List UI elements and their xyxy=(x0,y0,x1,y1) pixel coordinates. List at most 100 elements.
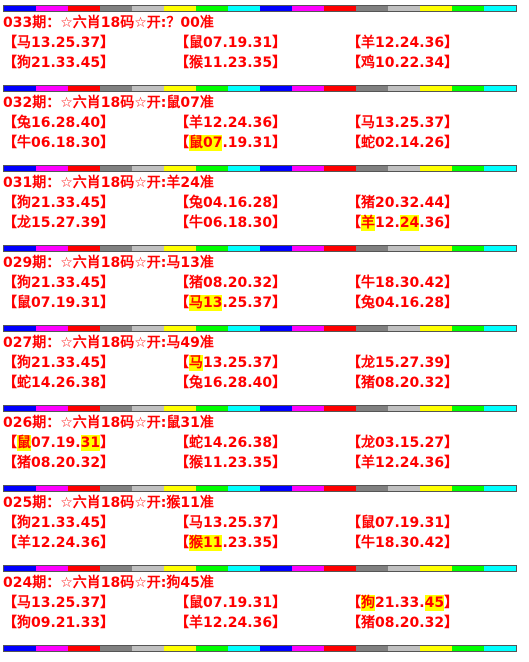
stripe-segment xyxy=(324,406,356,411)
stripe-segment xyxy=(292,566,324,571)
stripe-segment xyxy=(356,486,388,491)
zodiac-entry: 【狗21.33.45】 xyxy=(3,275,115,291)
stripe-segment xyxy=(452,486,484,491)
zodiac-row: 【鼠07.19.31】 【马13.25.37】 【兔04.16.28】 xyxy=(3,293,523,313)
zodiac-entry: 【鼠07.19.31】 xyxy=(175,135,287,151)
stripe-segment xyxy=(132,566,164,571)
stripe-segment xyxy=(484,246,516,251)
stripe-segment xyxy=(356,646,388,651)
stripe-segment xyxy=(4,566,36,571)
period-title: 029期：☆六肖18码☆开:马13准 xyxy=(3,255,214,271)
zodiac-entry: 【马13.25.37】 xyxy=(3,35,115,51)
stripe-segment xyxy=(100,6,132,11)
stripe-segment xyxy=(100,86,132,91)
period-title: 025期：☆六肖18码☆开:猴11准 xyxy=(3,495,214,511)
zodiac-entry: 【狗21.33.45】 xyxy=(3,515,115,531)
period-block: 024期：☆六肖18码☆开:狗45准 【马13.25.37】 【鼠07.19.31】… xyxy=(3,573,523,633)
stripe-segment xyxy=(4,326,36,331)
stripe-segment xyxy=(196,486,228,491)
stripe-segment xyxy=(132,406,164,411)
zodiac-entry: 【狗09.21.33】 xyxy=(3,615,115,631)
stripe-segment xyxy=(388,246,420,251)
stripe-segment xyxy=(484,6,516,11)
zodiac-entry: 【马13.25.37】 xyxy=(3,595,115,611)
stripe-segment xyxy=(132,326,164,331)
stripe-segment xyxy=(356,6,388,11)
zodiac-entry: 【猪08.20.32】 xyxy=(347,375,459,391)
period-title: 031期：☆六肖18码☆开:羊24准 xyxy=(3,175,214,191)
stripe-segment xyxy=(260,86,292,91)
zodiac-entry: 【马13.25.37】 xyxy=(175,355,287,371)
stripe-segment xyxy=(388,566,420,571)
zodiac-entry: 【狗21.33.45】 xyxy=(3,195,115,211)
zodiac-row: 【猪08.20.32】 【猴11.23.35】 【羊12.24.36】 xyxy=(3,453,523,473)
stripe-segment xyxy=(388,6,420,11)
zodiac-entry: 【牛06.18.30】 xyxy=(3,135,115,151)
stripe-segment xyxy=(196,326,228,331)
stripe-segment xyxy=(132,86,164,91)
stripe-segment xyxy=(132,6,164,11)
stripe-segment xyxy=(100,646,132,651)
stripe-segment xyxy=(420,646,452,651)
zodiac-entry: 【猴11.23.35】 xyxy=(175,455,287,471)
stripe-segment xyxy=(260,246,292,251)
stripe-segment xyxy=(100,326,132,331)
stripe-segment xyxy=(4,646,36,651)
stripe-segment xyxy=(196,406,228,411)
period-block: 032期：☆六肖18码☆开:鼠07准 【兔16.28.40】 【羊12.24.36】… xyxy=(3,93,523,153)
stripe-segment xyxy=(164,166,196,171)
stripe-segment xyxy=(292,486,324,491)
stripe-segment xyxy=(420,406,452,411)
stripe-segment xyxy=(164,86,196,91)
stripe-segment xyxy=(420,166,452,171)
stripe-segment xyxy=(132,166,164,171)
zodiac-row: 【牛06.18.30】 【鼠07.19.31】 【蛇02.14.26】 xyxy=(3,133,523,153)
stripe-segment xyxy=(36,166,68,171)
stripe-segment xyxy=(260,566,292,571)
zodiac-entry: 【鼠07.19.31】 xyxy=(3,295,115,311)
stripe-segment xyxy=(484,406,516,411)
zodiac-entry: 【羊12.24.36】 xyxy=(347,215,459,231)
stripe-segment xyxy=(228,6,260,11)
stripe-segment xyxy=(484,166,516,171)
stripe-segment xyxy=(452,246,484,251)
stripe-segment xyxy=(36,6,68,11)
stripe-segment xyxy=(228,566,260,571)
stripe-segment xyxy=(196,6,228,11)
stripe-segment xyxy=(356,326,388,331)
zodiac-entry: 【马13.25.37】 xyxy=(347,115,459,131)
stripe-segment xyxy=(292,646,324,651)
stripe-segment xyxy=(68,486,100,491)
stripe-segment xyxy=(4,86,36,91)
color-stripe-divider xyxy=(3,325,517,332)
zodiac-entry: 【兔04.16.28】 xyxy=(175,195,287,211)
stripe-segment xyxy=(324,486,356,491)
zodiac-entry: 【猪08.20.32】 xyxy=(175,275,287,291)
zodiac-entry: 【羊12.24.36】 xyxy=(3,535,115,551)
stripe-segment xyxy=(356,406,388,411)
stripe-segment xyxy=(292,166,324,171)
stripe-segment xyxy=(68,566,100,571)
stripe-segment xyxy=(260,406,292,411)
stripe-segment xyxy=(388,486,420,491)
stripe-segment xyxy=(452,6,484,11)
stripe-segment xyxy=(420,246,452,251)
zodiac-entry: 【牛18.30.42】 xyxy=(347,275,459,291)
color-stripe-divider xyxy=(3,165,517,172)
stripe-segment xyxy=(324,166,356,171)
stripe-segment xyxy=(356,166,388,171)
stripe-segment xyxy=(452,326,484,331)
stripe-segment xyxy=(196,166,228,171)
stripe-segment xyxy=(356,566,388,571)
stripe-segment xyxy=(36,566,68,571)
zodiac-row: 【鼠07.19.31】 【蛇14.26.38】 【龙03.15.27】 xyxy=(3,433,523,453)
zodiac-entry: 【蛇14.26.38】 xyxy=(175,435,287,451)
stripe-segment xyxy=(260,326,292,331)
stripe-segment xyxy=(324,86,356,91)
color-stripe-divider xyxy=(3,485,517,492)
zodiac-entry: 【羊12.24.36】 xyxy=(347,455,459,471)
stripe-segment xyxy=(292,246,324,251)
zodiac-entry: 【马13.25.37】 xyxy=(175,295,287,311)
stripe-segment xyxy=(388,166,420,171)
stripe-segment xyxy=(452,646,484,651)
